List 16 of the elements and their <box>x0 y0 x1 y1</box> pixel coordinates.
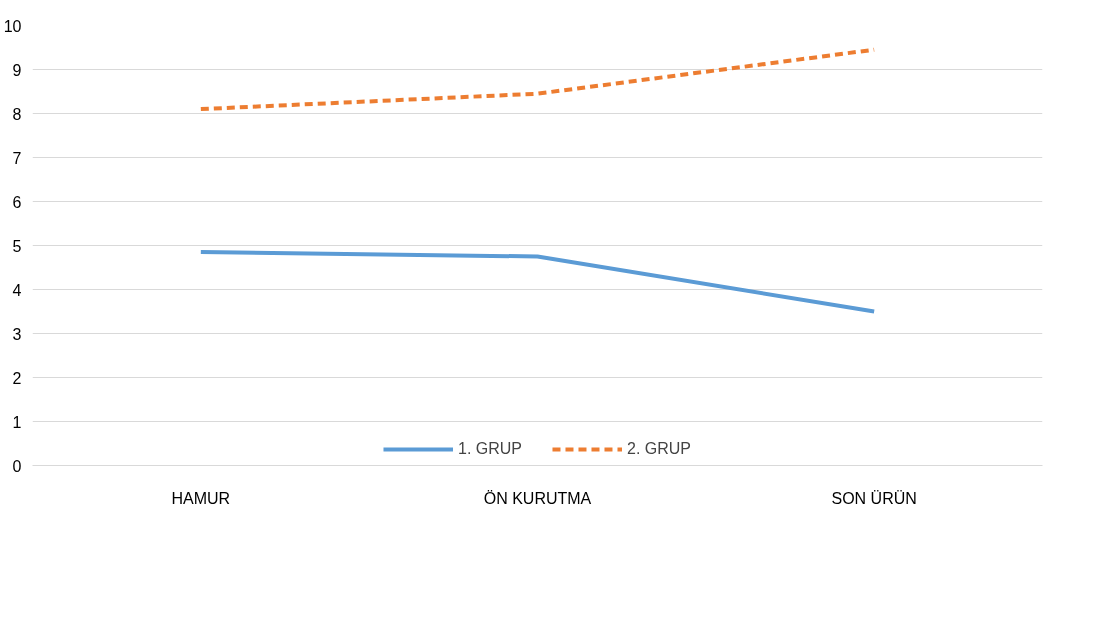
x-tick-label: HAMUR <box>171 489 231 507</box>
y-tick-label: 7 <box>12 149 22 167</box>
y-tick-label: 9 <box>12 61 22 79</box>
y-tick-label: 5 <box>12 237 22 255</box>
y-tick-label: 0 <box>12 457 22 475</box>
legend-label: 1. GRUP <box>457 440 522 458</box>
y-tick-label: 4 <box>12 281 22 299</box>
y-tick-label: 3 <box>12 325 22 343</box>
y-tick-label: 6 <box>12 193 22 211</box>
y-tick-label: 2 <box>12 369 22 387</box>
y-tick-label: 8 <box>12 105 22 123</box>
y-tick-label: 1 <box>12 413 22 431</box>
x-tick-label: ÖN KURUTMA <box>483 489 592 507</box>
legend-label: 2. GRUP <box>627 440 692 458</box>
y-tick-label: 10 <box>3 17 22 35</box>
x-tick-label: SON ÜRÜN <box>831 489 917 507</box>
